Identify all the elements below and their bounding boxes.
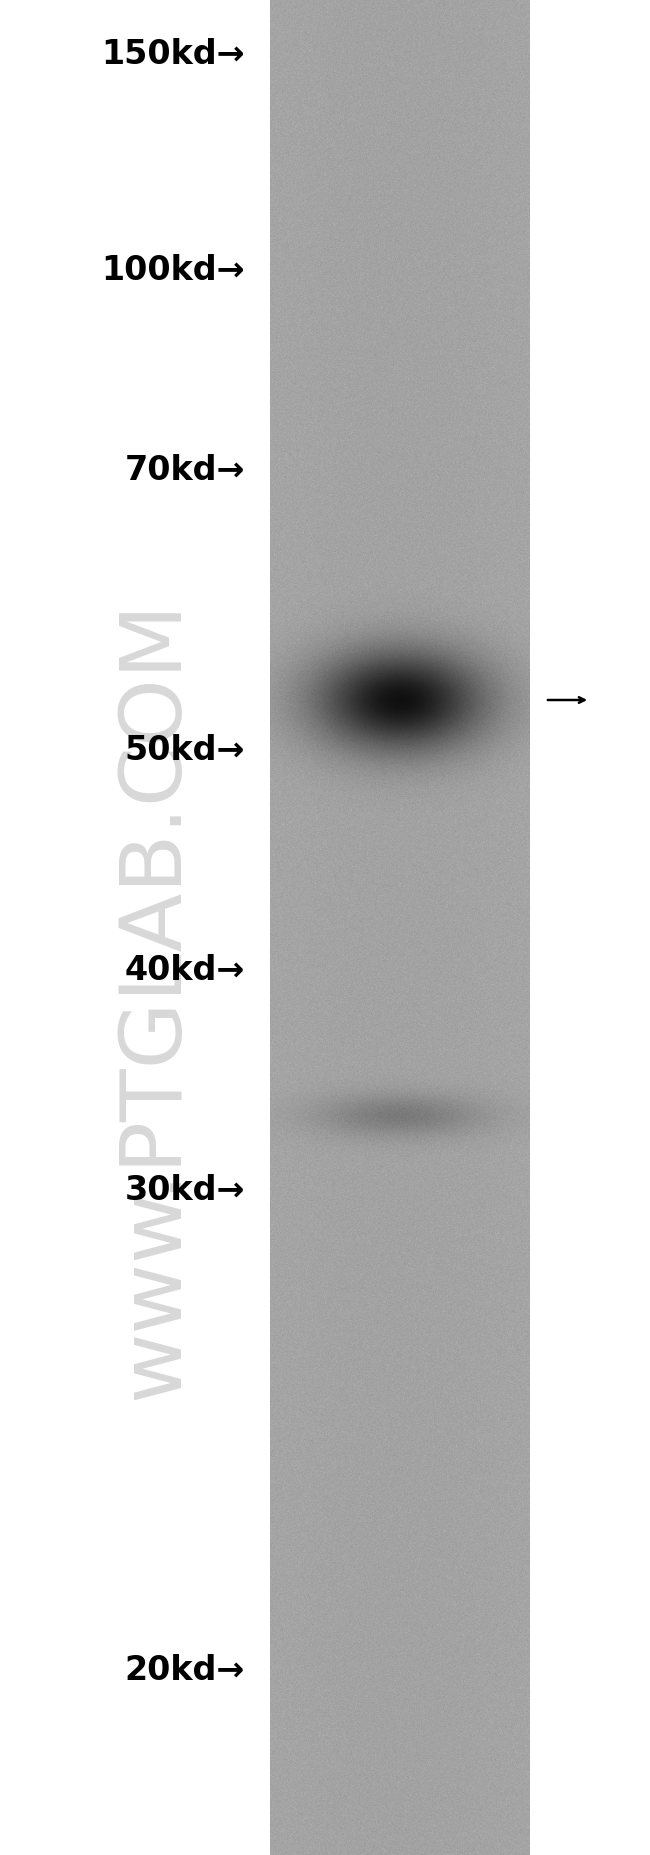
Text: 20kd→: 20kd→ <box>125 1653 245 1686</box>
Text: 70kd→: 70kd→ <box>125 453 245 486</box>
Text: 40kd→: 40kd→ <box>125 953 245 987</box>
Text: 50kd→: 50kd→ <box>125 733 245 766</box>
Text: 150kd→: 150kd→ <box>101 39 245 72</box>
Text: 100kd→: 100kd→ <box>101 254 245 286</box>
Text: 30kd→: 30kd→ <box>125 1174 245 1206</box>
Text: www.PTGLAB.COM: www.PTGLAB.COM <box>114 599 196 1401</box>
